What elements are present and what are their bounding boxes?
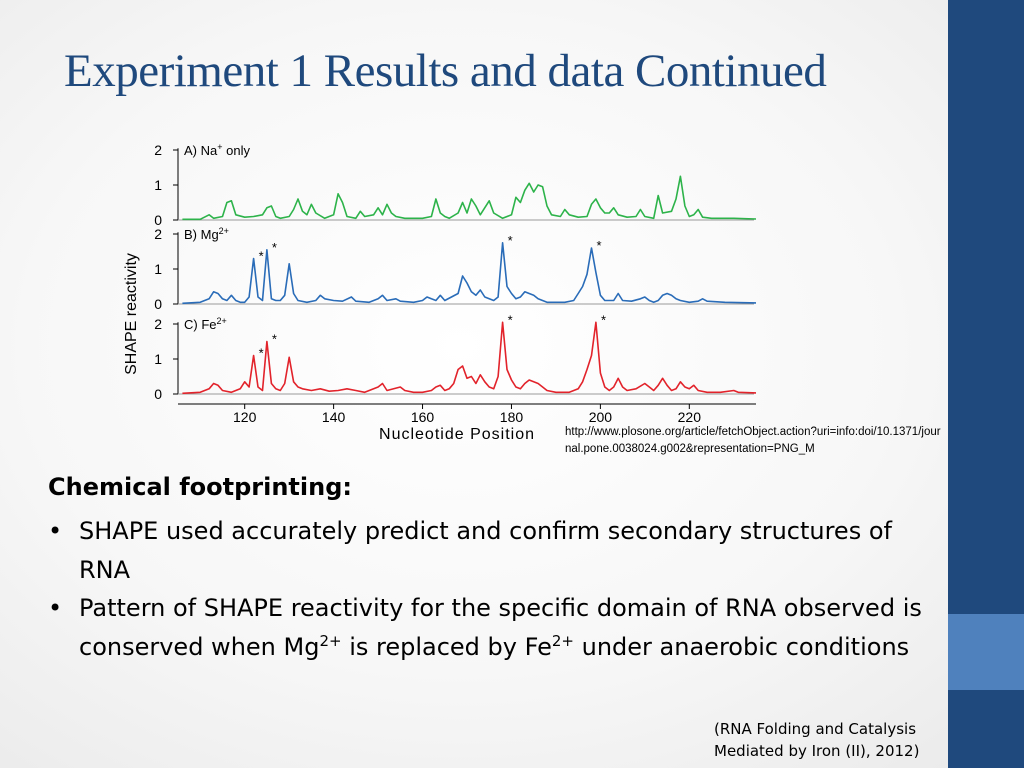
peak-annotation: * (596, 238, 601, 253)
peak-annotation: * (508, 233, 513, 248)
peak-annotation: * (259, 249, 264, 264)
y-tick-label: 2 (154, 316, 162, 332)
sidebar-light-block (948, 614, 1024, 690)
section-heading: Chemical footprinting: (48, 473, 352, 501)
y-tick-label: 2 (154, 226, 162, 242)
y-tick-label: 0 (154, 386, 162, 402)
x-tick-label: 140 (322, 409, 346, 425)
panel-label: A) Na+ only (184, 142, 250, 158)
y-tick-label: 2 (154, 142, 162, 158)
peak-annotation: * (272, 240, 277, 255)
x-tick-label: 220 (678, 409, 702, 425)
bullet-item-1: • SHAPE used accurately predict and conf… (48, 512, 928, 589)
x-tick-label: 120 (233, 409, 257, 425)
citation: (RNA Folding and Catalysis Mediated by I… (714, 720, 920, 760)
peak-annotation: * (601, 312, 606, 327)
y-tick-label: 0 (154, 212, 162, 228)
bullet-item-2: • Pattern of SHAPE reactivity for the sp… (48, 589, 928, 666)
x-tick-label: 180 (500, 409, 524, 425)
source-url[interactable]: http://www.plosone.org/article/fetchObje… (565, 426, 941, 455)
y-tick-label: 0 (154, 296, 162, 312)
bullet-list: • SHAPE used accurately predict and conf… (48, 512, 928, 666)
slide-title: Experiment 1 Results and data Continued (64, 45, 827, 97)
bullet-2-sup-a: 2+ (319, 631, 342, 650)
peak-annotation: * (272, 332, 277, 347)
series-line (182, 242, 757, 305)
bullet-dot-icon: • (48, 517, 63, 545)
series-line (182, 175, 757, 221)
y-axis-label: SHAPE reactivity (123, 253, 140, 375)
bullet-1-text: SHAPE used accurately predict and confir… (79, 517, 892, 584)
x-tick-label: 160 (411, 409, 435, 425)
bullet-2-text-c: under anaerobic conditions (574, 632, 910, 661)
bullet-2-sup-b: 2+ (551, 631, 574, 650)
peak-annotation: * (259, 346, 264, 361)
y-tick-label: 1 (154, 261, 162, 277)
y-tick-label: 1 (154, 351, 162, 367)
peak-annotation: * (508, 312, 513, 327)
panel-label: B) Mg2+ (184, 226, 229, 242)
bullet-2-text-b: is replaced by Fe (341, 632, 552, 661)
x-axis-label: Nucleotide Position (379, 426, 535, 441)
y-tick-label: 1 (154, 177, 162, 193)
panel-label: C) Fe2+ (184, 316, 227, 332)
bullet-2-text-a: Pattern of SHAPE reactivity for the spec… (79, 594, 922, 661)
bullet-dot-icon: • (48, 594, 63, 622)
series-line (182, 321, 757, 395)
x-tick-label: 200 (589, 409, 613, 425)
